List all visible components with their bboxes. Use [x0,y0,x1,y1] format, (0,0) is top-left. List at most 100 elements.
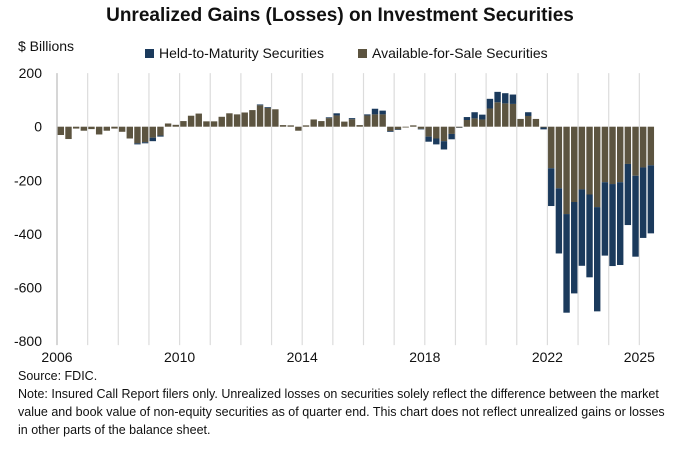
bar-afs-2014Q2 [310,119,317,127]
bar-htm-2009Q1 [149,137,156,142]
bar-afs-2021Q3 [532,118,540,127]
bar-afs-2012Q4 [264,107,271,127]
bar-afs-2007Q3 [103,126,111,131]
bar-htm-2018Q2 [433,138,440,145]
bar-htm-2024Q1 [609,184,616,267]
bar-htm-2022Q1 [548,168,555,207]
y-tick-label: 0 [34,119,42,135]
x-tick-label: 2014 [287,349,318,365]
bar-afs-2012Q3 [256,105,264,127]
bar-afs-2011Q1 [210,121,218,127]
bar-htm-2022Q2 [555,188,563,254]
bar-afs-2016Q3 [379,114,386,127]
bar-htm-2023Q2 [586,194,593,278]
bar-afs-2024Q2 [616,126,624,183]
bar-htm-2014Q4 [325,117,333,119]
bar-htm-2024Q3 [624,163,632,226]
bar-afs-2017Q3 [410,125,417,127]
y-tick-label: -400 [14,226,42,242]
bar-htm-2017Q1 [394,129,402,130]
bar-afs-2020Q2 [494,102,501,127]
y-tick-label: -600 [14,280,42,296]
note-text: Note: Insured Call Report filers only. U… [18,387,665,437]
bar-afs-2021Q1 [517,118,524,127]
bar-afs-2024Q3 [624,126,632,164]
legend-item-afs: Available-for-Sale Securities [358,45,548,61]
bar-afs-2021Q4 [540,126,547,128]
y-tick-label: -200 [14,172,42,188]
bar-afs-2013Q2 [279,125,287,127]
bar-afs-2024Q4 [632,126,639,176]
bar-afs-2006Q2 [65,126,72,140]
bar-afs-2019Q4 [479,119,486,127]
bar-afs-2006Q3 [72,126,80,129]
bar-afs-2022Q1 [548,126,555,169]
bar-afs-2018Q1 [425,126,432,137]
bar-afs-2015Q3 [348,119,356,127]
bar-afs-2009Q4 [172,124,179,127]
bar-htm-2019Q2 [463,117,471,120]
bar-afs-2012Q2 [249,110,256,127]
x-tick-label: 2010 [164,349,195,365]
bar-afs-2014Q4 [325,118,333,127]
legend-label-htm: Held-to-Maturity Securities [159,45,324,61]
bar-htm-2023Q4 [601,182,609,256]
bar-htm-2022Q4 [571,202,578,294]
bar-htm-2018Q4 [448,133,455,140]
x-tick-label: 2006 [41,349,72,365]
bar-afs-2015Q2 [341,121,348,127]
bar-htm-2020Q1 [486,98,494,109]
bar-htm-2015Q1 [333,113,340,116]
bar-afs-2023Q3 [594,126,601,208]
bar-htm-2012Q4 [264,107,271,108]
bar-htm-2018Q1 [425,136,432,142]
x-tick-label: 2022 [532,349,563,365]
bar-afs-2019Q3 [471,118,478,127]
bar-afs-2020Q1 [486,108,494,127]
bar-afs-2025Q1 [639,126,647,168]
bar-afs-2007Q1 [88,126,95,130]
bar-htm-2019Q3 [471,112,478,119]
bar-afs-2010Q4 [203,121,210,127]
bar-afs-2014Q1 [302,125,310,127]
bar-afs-2009Q3 [164,123,172,127]
bar-afs-2013Q4 [295,126,302,131]
y-tick-label: 200 [19,65,43,81]
bar-afs-2016Q4 [387,126,394,131]
bar-htm-2025Q1 [639,167,647,238]
bar-htm-2025Q2 [647,165,655,234]
bar-afs-2015Q4 [356,125,363,127]
bar-afs-2011Q2 [218,116,225,127]
bar-afs-2016Q2 [371,114,379,127]
source-text: Source: FDIC. [18,369,98,383]
bar-afs-2021Q2 [525,115,532,127]
bar-afs-2017Q1 [394,126,402,130]
x-tick-label: 2018 [409,349,440,365]
bar-htm-2023Q3 [594,207,601,312]
bar-htm-2024Q2 [616,182,624,265]
bar-afs-2018Q4 [448,126,455,134]
bar-htm-2016Q1 [364,114,371,116]
bar-htm-2018Q3 [440,141,448,150]
bar-afs-2019Q2 [463,120,471,127]
bar-afs-2022Q3 [563,126,570,215]
bar-htm-2020Q2 [494,91,501,103]
bar-afs-2018Q3 [440,126,448,142]
chart-title: Unrealized Gains (Losses) on Investment … [106,5,574,26]
bar-afs-2018Q2 [433,126,440,139]
bar-htm-2022Q3 [563,214,570,313]
bar-htm-2023Q1 [578,189,586,266]
bar-htm-2008Q3 [134,143,141,145]
bar-htm-2021Q4 [540,127,547,130]
bar-afs-2017Q2 [402,126,409,128]
bar-htm-2008Q4 [141,142,149,144]
bar-afs-2025Q2 [647,126,655,166]
bar-htm-2009Q2 [157,135,164,137]
bar-afs-2023Q2 [586,126,593,195]
legend-item-htm: Held-to-Maturity Securities [145,45,324,61]
bar-afs-2006Q1 [57,126,65,136]
bar-afs-2010Q3 [195,113,202,127]
bar-htm-2015Q3 [348,118,356,120]
bar-afs-2017Q4 [417,126,425,129]
